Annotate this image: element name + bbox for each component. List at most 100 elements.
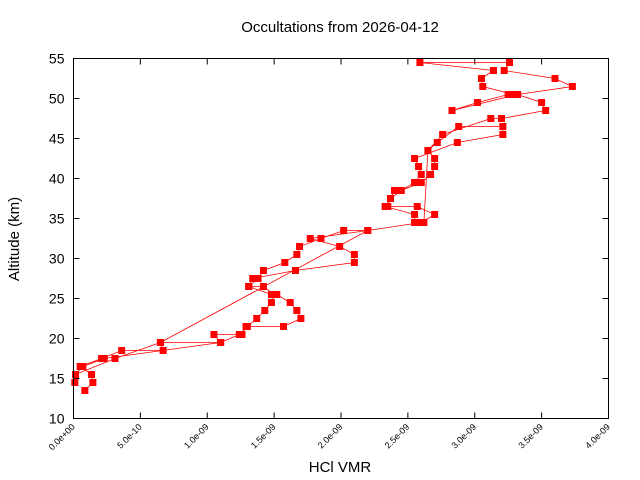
data-point [259,267,267,274]
y-axis-label: Altitude (km) [6,197,23,281]
data-point [350,259,358,266]
data-point [431,163,439,170]
data-point [514,91,522,98]
data-point [500,67,508,74]
data-point [292,267,300,274]
x-tick-label: 4.0e-09 [583,422,612,451]
data-point [479,83,487,90]
data-point [243,323,251,330]
data-point [431,211,439,218]
data-point [538,99,546,106]
plot-frame [73,58,609,419]
data-point [267,299,275,306]
data-point [455,123,463,130]
data-point [317,235,325,242]
data-point [386,195,394,202]
data-point [417,171,425,178]
data-point [498,115,505,122]
data-point [281,259,289,266]
series-layer [71,59,576,394]
data-point [293,251,301,258]
data-point [72,371,80,378]
data-point [210,331,218,338]
data-point [71,379,79,386]
data-point [411,179,419,186]
data-point [259,283,267,290]
data-point [504,91,512,98]
data-point [270,291,278,298]
data-point [336,243,344,250]
data-point [411,219,419,226]
data-point [217,339,225,346]
y-tick-label: 15 [49,371,65,387]
data-point [506,59,514,66]
y-tick-label: 25 [49,291,65,307]
data-point [448,107,456,114]
data-point [417,179,425,186]
x-tick-label: 5.0e-10 [115,422,144,451]
data-point [420,219,428,226]
data-point [473,99,481,106]
data-point [297,315,305,322]
data-point [568,83,576,90]
data-point [427,171,435,178]
data-point [245,283,253,290]
data-point [453,139,461,146]
data-point [411,155,419,162]
data-point [431,155,439,162]
data-point [286,299,294,306]
data-point [111,355,119,362]
x-tick-label: 1.5e-09 [249,422,278,451]
data-point [510,91,518,98]
data-point [100,355,108,362]
data-point [391,187,398,194]
data-point [439,131,447,138]
data-point [551,75,559,82]
data-point [499,131,507,138]
data-point [416,59,424,66]
y-tick-label: 40 [49,171,65,187]
chart-title: Occultations from 2026-04-12 [241,19,439,36]
data-point [88,371,96,378]
data-point [279,323,287,330]
y-ticks: 10 15 20 25 30 35 40 45 50 55 [49,51,609,427]
data-point [489,67,497,74]
x-tick-label: 2.5e-09 [383,422,412,451]
data-point [159,347,167,354]
data-point [79,363,87,370]
data-point [293,307,301,314]
y-tick-label: 10 [49,411,65,427]
data-point [261,307,269,314]
data-point [477,75,485,82]
x-axis-label: HCl VMR [309,459,372,476]
x-tick-label: 1.0e-09 [182,422,211,451]
data-point [249,275,257,282]
data-point [381,203,389,210]
data-point [487,115,495,122]
data-point [364,227,372,234]
data-point [296,243,304,250]
data-point [350,251,358,258]
x-tick-label: 2.0e-09 [316,422,345,451]
data-point [433,139,441,146]
data-point [542,107,550,114]
y-tick-label: 55 [49,51,65,67]
data-point [413,203,421,210]
data-point [340,227,348,234]
data-point [253,315,261,322]
y-tick-label: 35 [49,211,65,227]
data-point [415,163,423,170]
data-point [89,379,97,386]
x-tick-label: 3.5e-09 [516,422,545,451]
x-ticks: 0.0e+00 5.0e-10 1.0e-09 1.5e-09 2.0e-09 2.5e-… [47,58,612,452]
y-tick-label: 45 [49,131,65,147]
series-line [74,62,574,391]
x-tick-label: 3.0e-09 [450,422,479,451]
data-point [254,275,262,282]
y-tick-label: 50 [49,91,65,107]
y-tick-label: 30 [49,251,65,267]
data-point [306,235,314,242]
data-point [81,387,89,394]
data-point [424,147,432,154]
